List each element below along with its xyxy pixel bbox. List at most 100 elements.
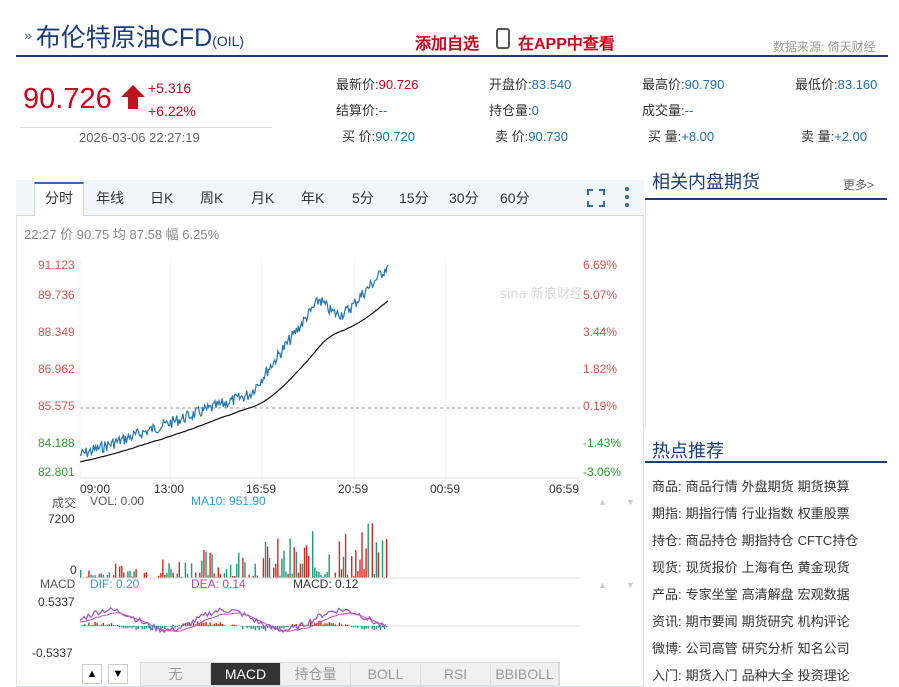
header-divider (16, 55, 888, 57)
hot-link[interactable]: 期货入门 (685, 668, 738, 683)
volume-bar (351, 556, 353, 578)
indicator-none[interactable]: 无 (141, 663, 211, 685)
indicator-macd[interactable]: MACD (211, 663, 281, 685)
macd-bar (188, 623, 191, 626)
y-left-label: 85.575 (38, 399, 75, 413)
y-right-label: -3.06% (583, 465, 622, 479)
hot-link[interactable]: 专家坐堂 (685, 587, 738, 602)
hot-row: 资讯: 期市要闻 期货研究 机构评论 (652, 611, 854, 630)
scroll-up-icon[interactable]: ▲ (598, 580, 607, 590)
hot-link[interactable]: 黄金现货 (797, 560, 850, 575)
price-line (79, 264, 389, 458)
hot-row: 入门: 期货入门 品种大全 投资理论 (652, 665, 854, 684)
volume-bar (164, 575, 166, 578)
hot-link[interactable]: 商品行情 (685, 479, 738, 494)
macd-bar (375, 626, 378, 629)
macd-bar (318, 620, 320, 626)
add-watchlist-button[interactable]: 添加自选 (415, 36, 480, 53)
macd-bar (104, 625, 106, 626)
tab-daily-k[interactable]: 日K (150, 190, 174, 206)
hot-category: 现货: (652, 560, 682, 575)
hot-link[interactable]: 行业指数 (741, 506, 794, 521)
related-more-link[interactable]: 更多> (843, 178, 875, 192)
hot-link[interactable]: 外盘期货 (741, 479, 794, 494)
hot-link[interactable]: 公司高管 (685, 641, 738, 656)
move-down-button[interactable]: ▼ (108, 664, 128, 684)
macd-bar (351, 626, 353, 628)
hot-link[interactable]: CFTC持仓 (797, 533, 859, 548)
hot-link[interactable]: 现货报价 (685, 560, 738, 575)
volume-bar (199, 572, 201, 578)
hot-link[interactable]: 宏观数据 (797, 587, 850, 602)
hot-link[interactable]: 期货研究 (741, 614, 794, 629)
volume-bar (88, 570, 90, 578)
hot-link[interactable]: 品种大全 (741, 668, 794, 683)
fullscreen-icon[interactable] (587, 189, 605, 207)
indicator-bbiboll[interactable]: BBIBOLL (491, 663, 559, 685)
macd-bar (262, 626, 265, 630)
volume-bar (119, 566, 121, 578)
volume-bar (266, 546, 269, 578)
x-axis-label: 20:59 (338, 482, 369, 496)
volume-bar (90, 574, 92, 578)
hot-link[interactable]: 知名公司 (797, 641, 850, 656)
tab-5min[interactable]: 5分 (352, 190, 374, 206)
hot-link[interactable]: 投资理论 (797, 668, 850, 683)
volume-bar (195, 572, 197, 578)
volume-bar (353, 576, 355, 578)
macd-bar (252, 626, 254, 629)
hot-link[interactable]: 上海有色 (741, 560, 794, 575)
volume-bar (127, 571, 129, 578)
volume-bar (121, 566, 123, 578)
volume-bar (106, 575, 109, 578)
macd-bar (215, 623, 217, 626)
tab-weekly-k[interactable]: 周K (200, 190, 224, 206)
macd-bar (176, 626, 178, 627)
dea-value: DEA: 0.14 (191, 577, 246, 591)
indicator-boll[interactable]: BOLL (351, 663, 421, 685)
volume-bar (238, 552, 240, 578)
indicator-rsi[interactable]: RSI (421, 663, 491, 685)
more-options-icon[interactable] (624, 186, 630, 208)
macd-bar (123, 626, 125, 629)
macd-bar (344, 624, 347, 626)
macd-bar (125, 626, 127, 629)
move-up-button[interactable]: ▲ (82, 664, 102, 684)
scroll-down-icon[interactable]: ▼ (626, 497, 635, 507)
scroll-up-icon[interactable]: ▲ (598, 497, 607, 507)
volume-bar (184, 562, 187, 578)
field-bid-volume: 买 量:+8.00 (648, 129, 715, 144)
tab-year-line[interactable]: 年线 (96, 190, 124, 206)
hot-link[interactable]: 高清解盘 (741, 587, 794, 602)
field-settle: 结算价:-- (336, 103, 388, 118)
tab-intraday[interactable]: 分时 (45, 190, 73, 206)
tab-30min[interactable]: 30分 (449, 190, 479, 206)
hot-link[interactable]: 期市要闻 (685, 614, 738, 629)
macd-bar (221, 624, 224, 626)
view-in-app-link[interactable]: 在APP中查看 (518, 36, 615, 53)
hot-link[interactable]: 期指持仓 (741, 533, 794, 548)
volume-bars (80, 523, 388, 578)
hot-link[interactable]: 研究分析 (741, 641, 794, 656)
hot-link[interactable]: 权重股票 (797, 506, 850, 521)
tab-15min[interactable]: 15分 (399, 190, 429, 206)
macd-bar (166, 626, 168, 627)
tab-monthly-k[interactable]: 月K (251, 190, 275, 206)
tab-60min[interactable]: 60分 (500, 190, 530, 206)
macd-bar (135, 626, 137, 630)
volume-bar (377, 552, 380, 578)
hot-link[interactable]: 机构评论 (797, 614, 850, 629)
hot-link[interactable]: 期货换算 (797, 479, 850, 494)
tab-yearly-k[interactable]: 年K (301, 190, 325, 206)
macd-bar (299, 623, 302, 626)
hot-link[interactable]: 期指行情 (685, 506, 738, 521)
volume-bar (307, 555, 310, 578)
hot-link[interactable]: 商品持仓 (685, 533, 738, 548)
macd-bar (160, 626, 162, 631)
volume-bar (135, 569, 137, 578)
volume-bar (291, 573, 293, 578)
indicator-open-interest[interactable]: 持仓量 (281, 663, 351, 685)
volume-bar (268, 557, 271, 578)
scroll-down-icon[interactable]: ▼ (626, 580, 635, 590)
instrument-code: (OIL) (212, 33, 245, 49)
